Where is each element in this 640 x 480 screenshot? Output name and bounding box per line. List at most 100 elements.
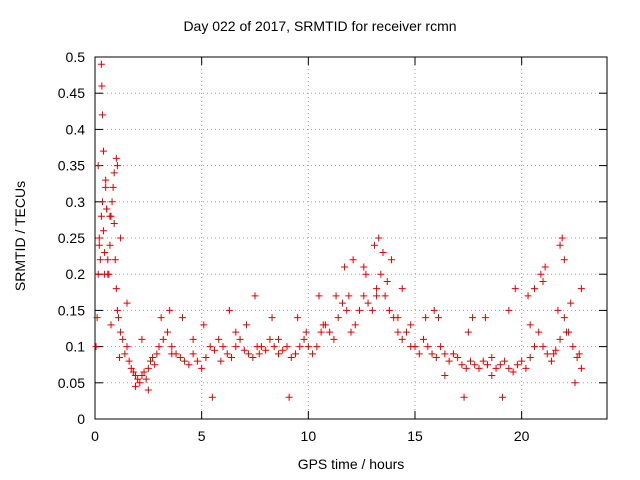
data-point [475, 364, 483, 372]
x-axis-label: GPS time / hours [297, 456, 405, 472]
data-point [249, 353, 257, 361]
data-point [123, 299, 131, 307]
data-point [383, 277, 391, 285]
data-point [360, 292, 368, 300]
data-point [398, 285, 406, 293]
data-point [351, 321, 359, 329]
y-tick-label: 0.2 [66, 266, 86, 282]
data-point [415, 350, 423, 358]
data-point [394, 328, 402, 336]
data-point [356, 306, 364, 314]
data-point [535, 328, 543, 336]
data-point [300, 335, 308, 343]
data-point [96, 256, 104, 264]
data-point [113, 162, 121, 170]
data-point [377, 270, 385, 278]
data-point [232, 328, 240, 336]
data-point [402, 328, 410, 336]
data-point [398, 335, 406, 343]
data-point [240, 346, 248, 354]
data-point [560, 256, 568, 264]
data-point [309, 350, 317, 358]
y-axis-label: SRMTID / TECUs [12, 180, 28, 292]
data-point [345, 292, 353, 300]
data-point [287, 353, 295, 361]
data-point [370, 241, 378, 249]
data-point [166, 306, 174, 314]
y-tick-label: 0.45 [58, 85, 85, 101]
data-point [434, 314, 442, 322]
data-point [454, 353, 462, 361]
data-point [217, 357, 225, 365]
data-point [437, 343, 445, 351]
data-point [422, 314, 430, 322]
data-point [107, 321, 115, 329]
data-point [110, 220, 118, 228]
y-tick-label: 0 [77, 411, 85, 427]
data-point [103, 205, 111, 213]
data-point [121, 350, 129, 358]
x-tick-label: 15 [407, 428, 423, 444]
data-point [95, 241, 103, 249]
data-point [462, 364, 470, 372]
data-point [471, 361, 479, 369]
data-point [257, 343, 265, 351]
data-point [101, 248, 109, 256]
data-point [511, 285, 519, 293]
data-point [268, 314, 276, 322]
data-point [112, 154, 120, 162]
data-point [228, 353, 236, 361]
data-point [360, 263, 368, 271]
data-point [94, 162, 102, 170]
data-point [552, 346, 560, 354]
data-point [153, 350, 161, 358]
data-point [484, 361, 492, 369]
data-point [388, 256, 396, 264]
data-point [460, 393, 468, 401]
data-point [109, 183, 117, 191]
data-point [106, 212, 114, 220]
data-point [270, 343, 278, 351]
data-point [381, 292, 389, 300]
data-point [332, 292, 340, 300]
data-point [144, 386, 152, 394]
data-point [149, 353, 157, 361]
y-tick-label: 0.35 [58, 158, 85, 174]
data-point [168, 343, 176, 351]
data-point [123, 343, 131, 351]
data-point [343, 306, 351, 314]
data-point [236, 335, 244, 343]
data-point [492, 364, 500, 372]
data-point [341, 263, 349, 271]
data-point [432, 353, 440, 361]
data-point [424, 343, 432, 351]
data-point [157, 314, 165, 322]
data-point [181, 357, 189, 365]
data-point [488, 372, 496, 380]
data-point [526, 321, 534, 329]
data-point [469, 314, 477, 322]
data-point [313, 343, 321, 351]
data-point [283, 343, 291, 351]
data-point [200, 321, 208, 329]
data-point [108, 198, 116, 206]
data-point [168, 350, 176, 358]
data-point [375, 234, 383, 242]
y-tick-label: 0.3 [66, 194, 86, 210]
data-point [97, 60, 105, 68]
data-point [100, 147, 108, 155]
data-point [513, 361, 521, 369]
data-point [140, 368, 148, 376]
data-point [334, 314, 342, 322]
data-point [556, 335, 564, 343]
data-point [562, 328, 570, 336]
data-point [302, 328, 310, 336]
data-point [146, 357, 154, 365]
data-point [97, 212, 105, 220]
data-point [117, 234, 125, 242]
data-point [496, 361, 504, 369]
data-point [185, 361, 193, 369]
data-point [296, 343, 304, 351]
data-point [541, 263, 549, 271]
data-point [362, 270, 370, 278]
